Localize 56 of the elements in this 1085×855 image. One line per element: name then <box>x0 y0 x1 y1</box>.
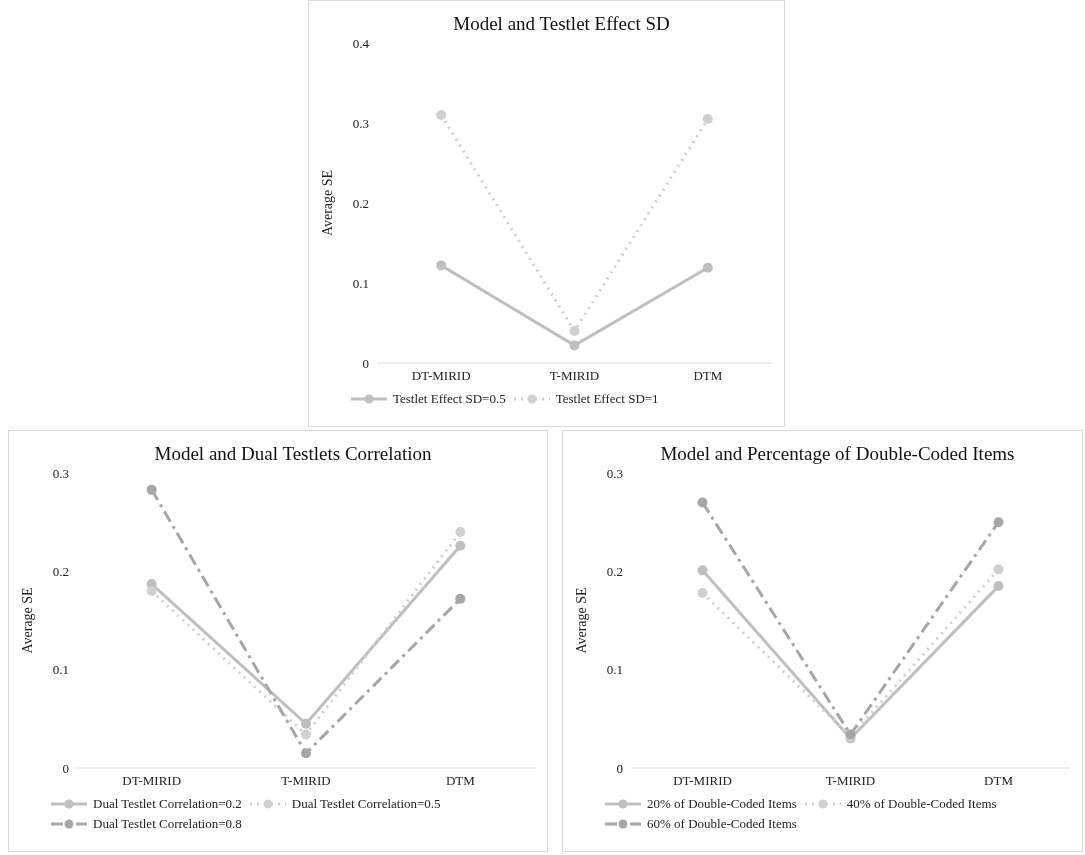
point <box>301 729 311 740</box>
chart-title: Model and Dual Testlets Correlation <box>153 443 433 465</box>
point <box>697 587 708 598</box>
legend-label: Testlet Effect SD=0.5 <box>393 391 506 407</box>
point <box>702 262 713 273</box>
point <box>702 114 713 124</box>
legend-label: 60% of Double-Coded Items <box>647 816 797 832</box>
y-tick-label: 0.2 <box>352 195 369 211</box>
x-tick-label: DTM <box>693 368 723 384</box>
x-tick-label: DTM <box>445 773 476 789</box>
point <box>146 586 157 596</box>
y-tick-label: 0.2 <box>606 563 623 579</box>
legend-label: 20% of Double-Coded Items <box>647 796 797 812</box>
point <box>993 564 1004 575</box>
x-tick-label: DT-MIRID <box>122 773 182 789</box>
point <box>301 748 311 759</box>
point <box>697 565 708 576</box>
x-tick-label: DT-MIRID <box>411 368 471 384</box>
legend-label: Dual Testlet Correlation=0.8 <box>93 816 242 832</box>
x-tick-label: DT-MIRID <box>673 773 732 789</box>
legend-label: Dual Testlet Correlation=0.2 <box>93 796 242 812</box>
x-tick-label: DTM <box>984 773 1014 789</box>
y-tick-label: 0.1 <box>606 662 623 678</box>
chart-title: Model and Percentage of Double-Coded Items <box>659 443 1016 465</box>
point <box>455 593 466 604</box>
y-tick-label: 0 <box>62 760 69 776</box>
point <box>993 581 1004 592</box>
y-tick-label: 0 <box>362 355 369 371</box>
chart-title: Model and Testlet Effect SD <box>452 13 671 35</box>
x-tick-label: T-MIRID <box>281 773 331 789</box>
point <box>436 110 447 120</box>
y-axis-title: Average SE <box>19 587 35 654</box>
y-tick-label: 0.3 <box>606 465 623 481</box>
y-axis-title: Average SE <box>573 587 589 654</box>
point <box>455 527 466 537</box>
legend-label: Testlet Effect SD=1 <box>555 391 659 407</box>
y-tick-label: 0.3 <box>352 115 369 131</box>
y-tick-label: 0.1 <box>352 275 369 291</box>
legend-label: Dual Testlet Correlation=0.5 <box>291 796 441 812</box>
y-tick-label: 0.2 <box>52 563 69 579</box>
y-tick-label: 0.4 <box>352 35 370 51</box>
point <box>569 340 580 351</box>
x-tick-label: T-MIRID <box>549 368 600 384</box>
point <box>455 540 466 551</box>
y-axis-title: Average SE <box>319 169 335 237</box>
y-tick-label: 0 <box>616 760 623 776</box>
point <box>569 326 580 336</box>
point <box>146 484 157 495</box>
x-tick-label: T-MIRID <box>825 773 876 789</box>
point <box>301 718 311 729</box>
point <box>436 260 447 271</box>
point <box>993 517 1004 528</box>
y-tick-label: 0.3 <box>52 465 69 481</box>
y-tick-label: 0.1 <box>52 662 69 678</box>
legend-label: 40% of Double-Coded Items <box>846 796 997 812</box>
point <box>697 497 708 508</box>
